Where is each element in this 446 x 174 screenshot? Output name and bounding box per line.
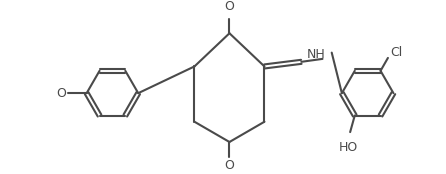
Text: O: O bbox=[224, 0, 235, 13]
Text: O: O bbox=[224, 159, 235, 172]
Text: O: O bbox=[57, 87, 66, 100]
Text: NH: NH bbox=[307, 48, 326, 61]
Text: HO: HO bbox=[339, 141, 358, 154]
Text: Cl: Cl bbox=[390, 46, 402, 59]
